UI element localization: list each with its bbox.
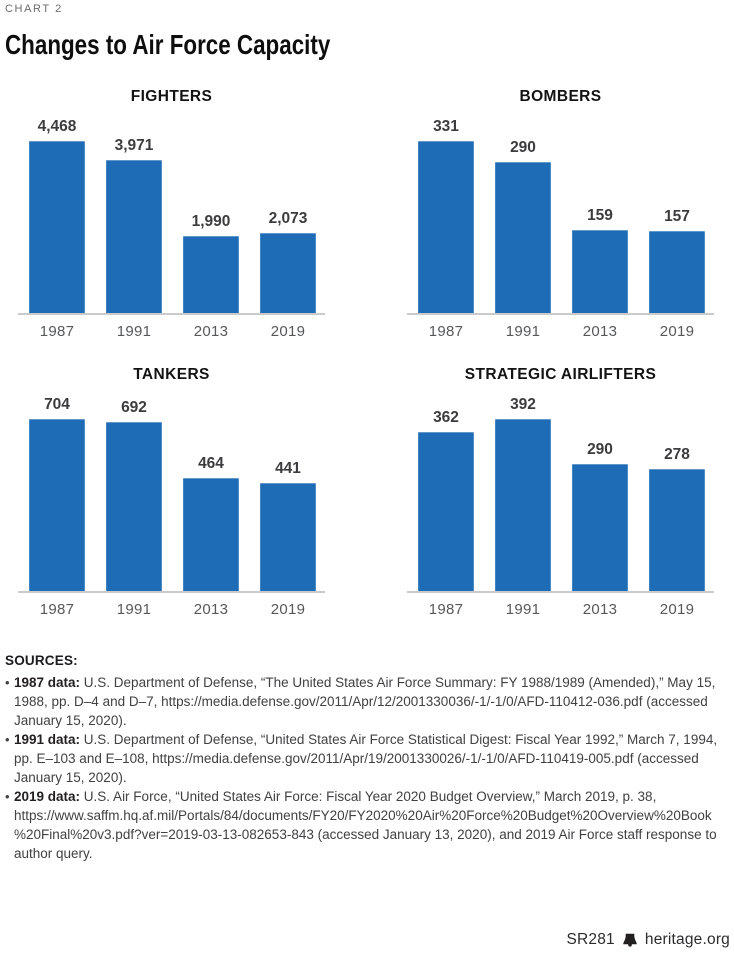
bar: 278 xyxy=(649,446,705,591)
chart-tankers: TANKERS 704 692 464 441 1987 1991 2013 2019 xyxy=(18,366,325,618)
x-axis-labels: 1987 1991 2013 2019 xyxy=(407,323,714,340)
bar: 159 xyxy=(572,207,628,313)
bar-value-label: 290 xyxy=(587,441,613,458)
bar-value-label: 392 xyxy=(510,396,536,413)
x-axis-tick-label: 1987 xyxy=(39,323,75,340)
bar: 464 xyxy=(183,455,239,591)
bar-value-label: 278 xyxy=(664,446,690,463)
chart-title: FIGHTERS xyxy=(130,88,213,105)
chart-strategic-airlifters: STRATEGIC AIRLIFTERS 362 392 290 278 1987 1991… xyxy=(407,366,714,618)
bar: 392 xyxy=(495,396,551,591)
source-item-1991: 1991 data: U.S. Department of Defense, “… xyxy=(5,730,722,787)
source-item-1987: 1987 data: U.S. Department of Defense, “… xyxy=(5,673,722,730)
report-page: { "page": { "kicker": "CHART 2", "title"… xyxy=(0,3,734,953)
bar-value-label: 2,073 xyxy=(268,210,308,227)
bar-value-label: 692 xyxy=(121,399,147,416)
x-axis-tick-label: 2013 xyxy=(193,323,229,340)
charts-row-bottom: TANKERS 704 692 464 441 1987 1991 2013 2019 STRA… xyxy=(0,366,734,618)
x-axis-tick-label: 1991 xyxy=(116,601,152,618)
x-axis-labels: 1987 1991 2013 2019 xyxy=(18,323,325,340)
bar: 1,990 xyxy=(183,213,239,313)
chart-plot-area: 704 692 464 441 xyxy=(18,396,325,593)
chart-plot-area: 4,468 3,971 1,990 2,073 xyxy=(18,118,325,315)
bar: 441 xyxy=(260,460,316,591)
x-axis-tick-label: 1987 xyxy=(428,323,464,340)
bar-value-label: 441 xyxy=(275,460,301,477)
bar: 362 xyxy=(418,409,474,591)
bar: 331 xyxy=(418,118,474,313)
chart-fighters: FIGHTERS 4,468 3,971 1,990 2,073 1987 1991 2013… xyxy=(18,88,325,340)
page-title: Changes to Air Force Capacity xyxy=(5,29,331,60)
site-name: heritage.org xyxy=(644,931,730,948)
report-id: SR281 xyxy=(566,931,615,948)
sources-section: SOURCES: 1987 data: U.S. Department of D… xyxy=(5,651,722,863)
chart-plot-area: 362 392 290 278 xyxy=(407,396,714,593)
chart-plot-area: 331 290 159 157 xyxy=(407,118,714,315)
chart-title: STRATEGIC AIRLIFTERS xyxy=(464,366,657,383)
x-axis-tick-label: 1987 xyxy=(428,601,464,618)
report-header: CHART 2 Changes to Air Force Capacity xyxy=(5,3,734,61)
bar: 290 xyxy=(495,139,551,313)
chart-bombers: BOMBERS 331 290 159 157 1987 1991 2013 2019 xyxy=(407,88,714,340)
x-axis-tick-label: 1991 xyxy=(505,323,541,340)
x-axis-tick-label: 2019 xyxy=(659,601,695,618)
sources-heading: SOURCES: xyxy=(5,653,78,668)
x-axis-tick-label: 1991 xyxy=(505,601,541,618)
x-axis-tick-label: 2013 xyxy=(193,601,229,618)
charts-grid: FIGHTERS 4,468 3,971 1,990 2,073 1987 1991 2013… xyxy=(0,88,734,618)
source-label: 1987 data: xyxy=(14,675,81,690)
x-axis-tick-label: 2019 xyxy=(270,323,306,340)
bar: 3,971 xyxy=(106,137,162,313)
bar: 692 xyxy=(106,399,162,591)
bar-value-label: 464 xyxy=(198,455,224,472)
bar-value-label: 362 xyxy=(433,409,459,426)
x-axis-tick-label: 2013 xyxy=(582,601,618,618)
chart-kicker: CHART 2 xyxy=(5,3,63,15)
bar-value-label: 1,990 xyxy=(191,213,231,230)
bar-value-label: 3,971 xyxy=(114,137,154,154)
source-text: U.S. Department of Defense, “The United … xyxy=(14,675,716,728)
source-item-2019: 2019 data: U.S. Air Force, “United State… xyxy=(5,787,722,863)
bar: 704 xyxy=(29,396,85,591)
x-axis-tick-label: 2019 xyxy=(270,601,306,618)
bar: 290 xyxy=(572,441,628,591)
bar-value-label: 157 xyxy=(664,208,690,225)
chart-title: TANKERS xyxy=(133,366,210,383)
bar-value-label: 290 xyxy=(510,139,536,156)
bar: 157 xyxy=(649,208,705,313)
bar: 2,073 xyxy=(260,210,316,313)
source-label: 1991 data: xyxy=(14,732,81,747)
source-label: 2019 data: xyxy=(14,789,81,804)
x-axis-tick-label: 1991 xyxy=(116,323,152,340)
x-axis-labels: 1987 1991 2013 2019 xyxy=(18,601,325,618)
bar-value-label: 704 xyxy=(44,396,70,413)
bar-value-label: 331 xyxy=(433,118,459,135)
report-footer: SR281 heritage.org xyxy=(566,931,730,949)
bar: 4,468 xyxy=(29,118,85,313)
chart-title: BOMBERS xyxy=(519,88,602,105)
bar-value-label: 159 xyxy=(587,207,613,224)
x-axis-labels: 1987 1991 2013 2019 xyxy=(407,601,714,618)
x-axis-tick-label: 2019 xyxy=(659,323,695,340)
x-axis-tick-label: 2013 xyxy=(582,323,618,340)
source-text: U.S. Department of Defense, “United Stat… xyxy=(14,732,718,785)
source-text: U.S. Air Force, “United States Air Force… xyxy=(14,789,717,861)
bar-value-label: 4,468 xyxy=(37,118,77,135)
sources-list: 1987 data: U.S. Department of Defense, “… xyxy=(5,673,722,863)
charts-row-top: FIGHTERS 4,468 3,971 1,990 2,073 1987 1991 2013… xyxy=(0,88,734,340)
liberty-bell-icon xyxy=(622,933,638,948)
x-axis-tick-label: 1987 xyxy=(39,601,75,618)
